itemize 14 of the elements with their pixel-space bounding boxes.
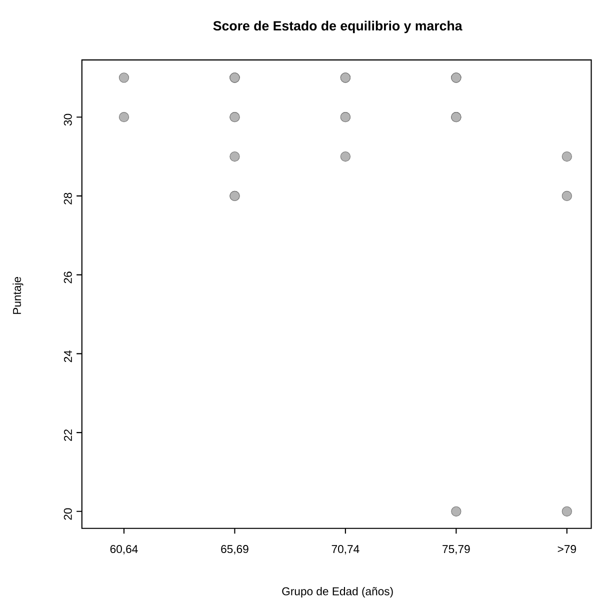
x-tick-label: 75,79 — [442, 545, 470, 554]
x-axis-title: Grupo de Edad (años) — [282, 587, 393, 598]
y-axis-title: Puntaje — [12, 276, 24, 314]
y-tick-label: 24 — [64, 350, 72, 362]
y-tick-label: 20 — [64, 508, 72, 520]
y-tick-label: 28 — [64, 192, 72, 204]
x-tick-label: >79 — [558, 545, 576, 554]
x-tick-label: 65,69 — [221, 545, 248, 554]
x-tick-label: 60,64 — [110, 545, 138, 554]
chart-title: Score de Estado de equilibrio y marcha — [213, 20, 462, 34]
y-tick-label: 30 — [64, 114, 72, 126]
y-tick-label: 26 — [64, 272, 72, 284]
y-tick-label: 22 — [64, 429, 72, 441]
x-tick-label: 70,74 — [332, 545, 360, 554]
